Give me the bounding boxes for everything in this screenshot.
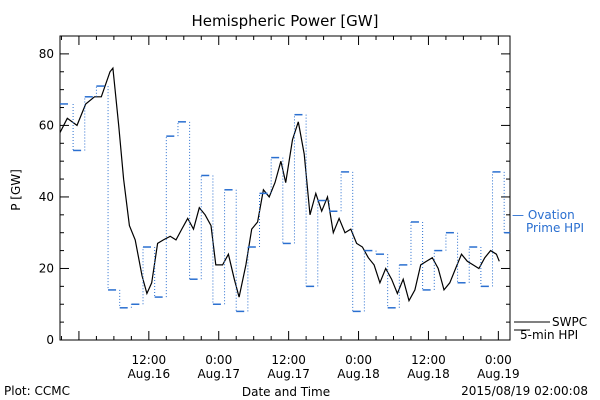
x-tick-label-time: 0:00 (345, 353, 372, 367)
plot-timestamp: 2015/08/19 02:00:08 (461, 384, 588, 398)
plot-frame (59, 35, 511, 341)
y-tick-label: 40 (39, 190, 54, 204)
legend-ovation-line2: Prime HPI (526, 221, 584, 235)
x-tick-label-date: Aug.18 (337, 367, 380, 381)
legend-swpc-line2: 5-min HPI (520, 328, 578, 342)
y-tick-label: 20 (39, 261, 54, 275)
x-tick-label-date: Aug.17 (267, 367, 310, 381)
x-tick-label-time: 12:00 (271, 353, 306, 367)
plot-credit: Plot: CCMC (4, 384, 70, 398)
x-axis-label: Date and Time (242, 385, 330, 399)
x-tick-label-date: Aug.17 (197, 367, 240, 381)
y-tick-label: 60 (39, 118, 54, 132)
series-line-swpc-hpi (59, 66, 500, 303)
x-tick-label-date: Aug.18 (407, 367, 450, 381)
y-tick-label: 80 (39, 47, 54, 61)
x-tick-label-date: Aug.19 (477, 367, 520, 381)
legend-swpc-line1: SWPC (552, 315, 587, 329)
x-tick-label-time: 12:00 (411, 353, 446, 367)
x-tick-label-time: 12:00 (132, 353, 167, 367)
chart-title: Hemispheric Power [GW] (192, 12, 379, 30)
y-tick-label: 0 (46, 333, 54, 347)
axes-group: 02040608012:00Aug.160:00Aug.1712:00Aug.1… (39, 36, 520, 381)
x-tick-label-date: Aug.16 (128, 367, 171, 381)
x-tick-label-time: 0:00 (205, 353, 232, 367)
x-tick-label-time: 0:00 (485, 353, 512, 367)
series-group (59, 66, 510, 313)
y-axis-label: P [GW] (9, 169, 23, 211)
legend-ovation-line1: — Ovation (512, 208, 575, 222)
